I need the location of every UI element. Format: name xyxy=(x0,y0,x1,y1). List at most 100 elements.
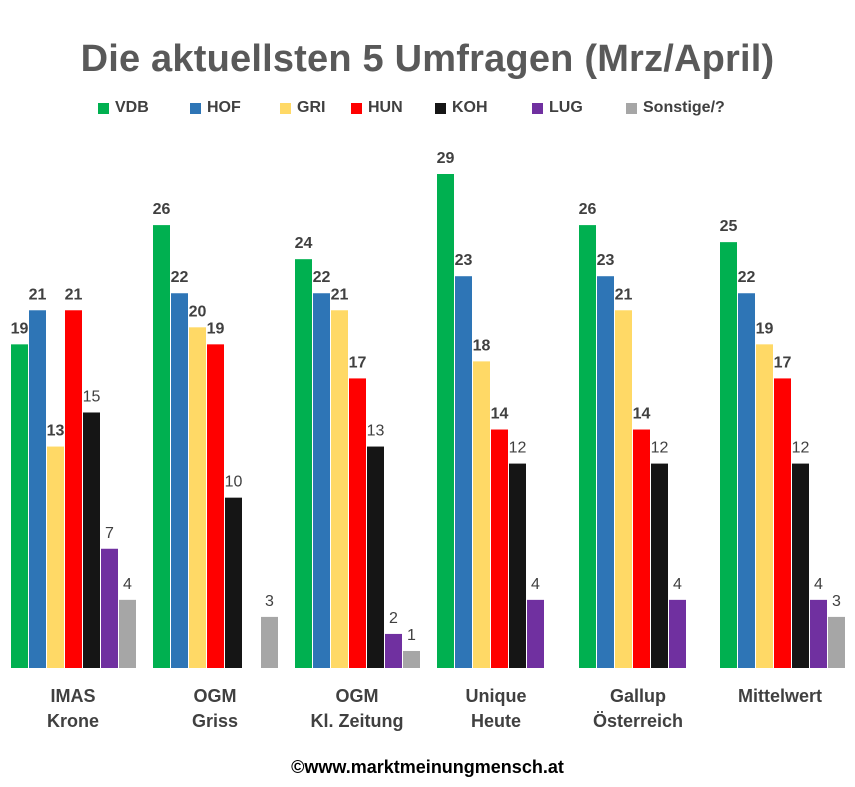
data-label-vdb-3: 29 xyxy=(437,150,455,167)
category-label-1-line-0: OGM xyxy=(194,686,237,706)
data-label-hun-4: 14 xyxy=(633,406,651,423)
bar-vdb-5 xyxy=(720,242,737,668)
bar-sonstige-5 xyxy=(828,616,845,668)
bar-koh-0 xyxy=(83,412,100,668)
data-label-vdb-2: 24 xyxy=(295,235,313,252)
data-label-lug-5: 4 xyxy=(814,576,823,593)
data-label-gri-3: 18 xyxy=(473,337,491,354)
data-label-gri-2: 21 xyxy=(331,286,349,303)
data-label-gri-0: 13 xyxy=(47,423,65,440)
legend-label: LUG xyxy=(549,99,583,116)
bar-koh-4 xyxy=(651,463,668,668)
data-label-hof-0: 21 xyxy=(29,286,47,303)
bar-vdb-4 xyxy=(579,225,596,668)
bar-lug-3 xyxy=(527,599,544,668)
bar-hun-5 xyxy=(774,378,791,668)
data-label-hof-2: 22 xyxy=(313,269,331,286)
data-label-hun-5: 17 xyxy=(774,354,792,371)
bar-lug-2 xyxy=(385,633,402,668)
data-label-hun-2: 17 xyxy=(349,354,367,371)
category-label-2-line-1: Kl. Zeitung xyxy=(311,711,404,731)
bar-koh-1 xyxy=(225,497,242,668)
data-label-koh-1: 10 xyxy=(225,474,243,491)
data-label-lug-4: 4 xyxy=(673,576,682,593)
data-label-hof-4: 23 xyxy=(597,252,615,269)
category-label-0-line-1: Krone xyxy=(47,711,99,731)
legend-swatch-vdb xyxy=(98,102,109,114)
data-label-lug-3: 4 xyxy=(531,576,540,593)
data-label-hun-1: 19 xyxy=(207,320,225,337)
category-label-0-line-0: IMAS xyxy=(51,686,96,706)
legend-item-hun: HUN xyxy=(351,99,403,117)
data-label-vdb-5: 25 xyxy=(720,218,738,235)
data-label-hof-1: 22 xyxy=(171,269,189,286)
legend-item-gri: GRI xyxy=(280,99,325,117)
bar-lug-0 xyxy=(101,548,118,668)
bar-sonstige-2 xyxy=(403,650,420,668)
bar-lug-4 xyxy=(669,599,686,668)
legend-label: GRI xyxy=(297,99,326,116)
bar-koh-2 xyxy=(367,446,384,668)
data-label-gri-5: 19 xyxy=(756,320,774,337)
bar-hun-2 xyxy=(349,378,366,668)
bar-gri-0 xyxy=(47,446,64,668)
legend-label: Sonstige/? xyxy=(643,99,725,116)
bar-sonstige-0 xyxy=(119,599,136,668)
data-label-vdb-1: 26 xyxy=(153,201,171,218)
category-label-5-line-0: Mittelwert xyxy=(738,686,822,706)
legend-item-vdb: VDB xyxy=(98,99,149,117)
bar-hof-0 xyxy=(29,310,46,668)
bar-gri-4 xyxy=(615,310,632,668)
data-label-gri-1: 20 xyxy=(189,303,207,320)
data-label-vdb-0: 19 xyxy=(11,320,29,337)
chart-title: Die aktuellsten 5 Umfragen (Mrz/April) xyxy=(80,38,775,80)
bar-vdb-1 xyxy=(153,225,170,668)
bar-lug-5 xyxy=(810,599,827,668)
copyright-footer: ©www.marktmeinungmensch.at xyxy=(291,757,564,777)
bar-vdb-2 xyxy=(295,259,312,668)
bar-hun-0 xyxy=(65,310,82,668)
category-label-3-line-1: Heute xyxy=(471,711,521,731)
data-label-koh-4: 12 xyxy=(651,440,669,457)
legend-item-lug: LUG xyxy=(532,99,583,117)
data-label-sonstige-2: 1 xyxy=(407,627,416,644)
legend-swatch-gri xyxy=(280,102,291,114)
legend-label: HUN xyxy=(368,99,403,116)
data-label-sonstige-1: 3 xyxy=(265,593,274,610)
category-label-2-line-0: OGM xyxy=(336,686,379,706)
bar-gri-1 xyxy=(189,327,206,668)
bar-hof-1 xyxy=(171,293,188,668)
data-label-koh-5: 12 xyxy=(792,440,810,457)
legend-label: VDB xyxy=(115,99,149,116)
data-label-koh-2: 13 xyxy=(367,423,385,440)
chart-legend: VDB HOF GRI HUN KOH LUG Sonstige/? xyxy=(0,99,855,125)
category-label-4-line-1: Österreich xyxy=(593,711,683,731)
bar-hof-3 xyxy=(455,276,472,668)
legend-swatch-hof xyxy=(190,102,201,114)
category-label-1-line-1: Griss xyxy=(192,711,238,731)
legend-item-koh: KOH xyxy=(435,99,488,117)
data-label-hof-5: 22 xyxy=(738,269,756,286)
bar-hun-1 xyxy=(207,344,224,668)
data-label-koh-3: 12 xyxy=(509,440,527,457)
bar-vdb-3 xyxy=(437,174,454,668)
legend-swatch-lug xyxy=(532,102,543,114)
bar-vdb-0 xyxy=(11,344,28,668)
bar-gri-5 xyxy=(756,344,773,668)
legend-swatch-hun xyxy=(351,102,362,114)
legend-item-sonstige: Sonstige/? xyxy=(626,99,725,117)
bar-koh-5 xyxy=(792,463,809,668)
data-label-lug-2: 2 xyxy=(389,610,398,627)
category-label-3-line-0: Unique xyxy=(466,686,527,706)
data-label-vdb-4: 26 xyxy=(579,201,597,218)
data-label-hof-3: 23 xyxy=(455,252,473,269)
bar-hof-4 xyxy=(597,276,614,668)
bar-gri-2 xyxy=(331,310,348,668)
